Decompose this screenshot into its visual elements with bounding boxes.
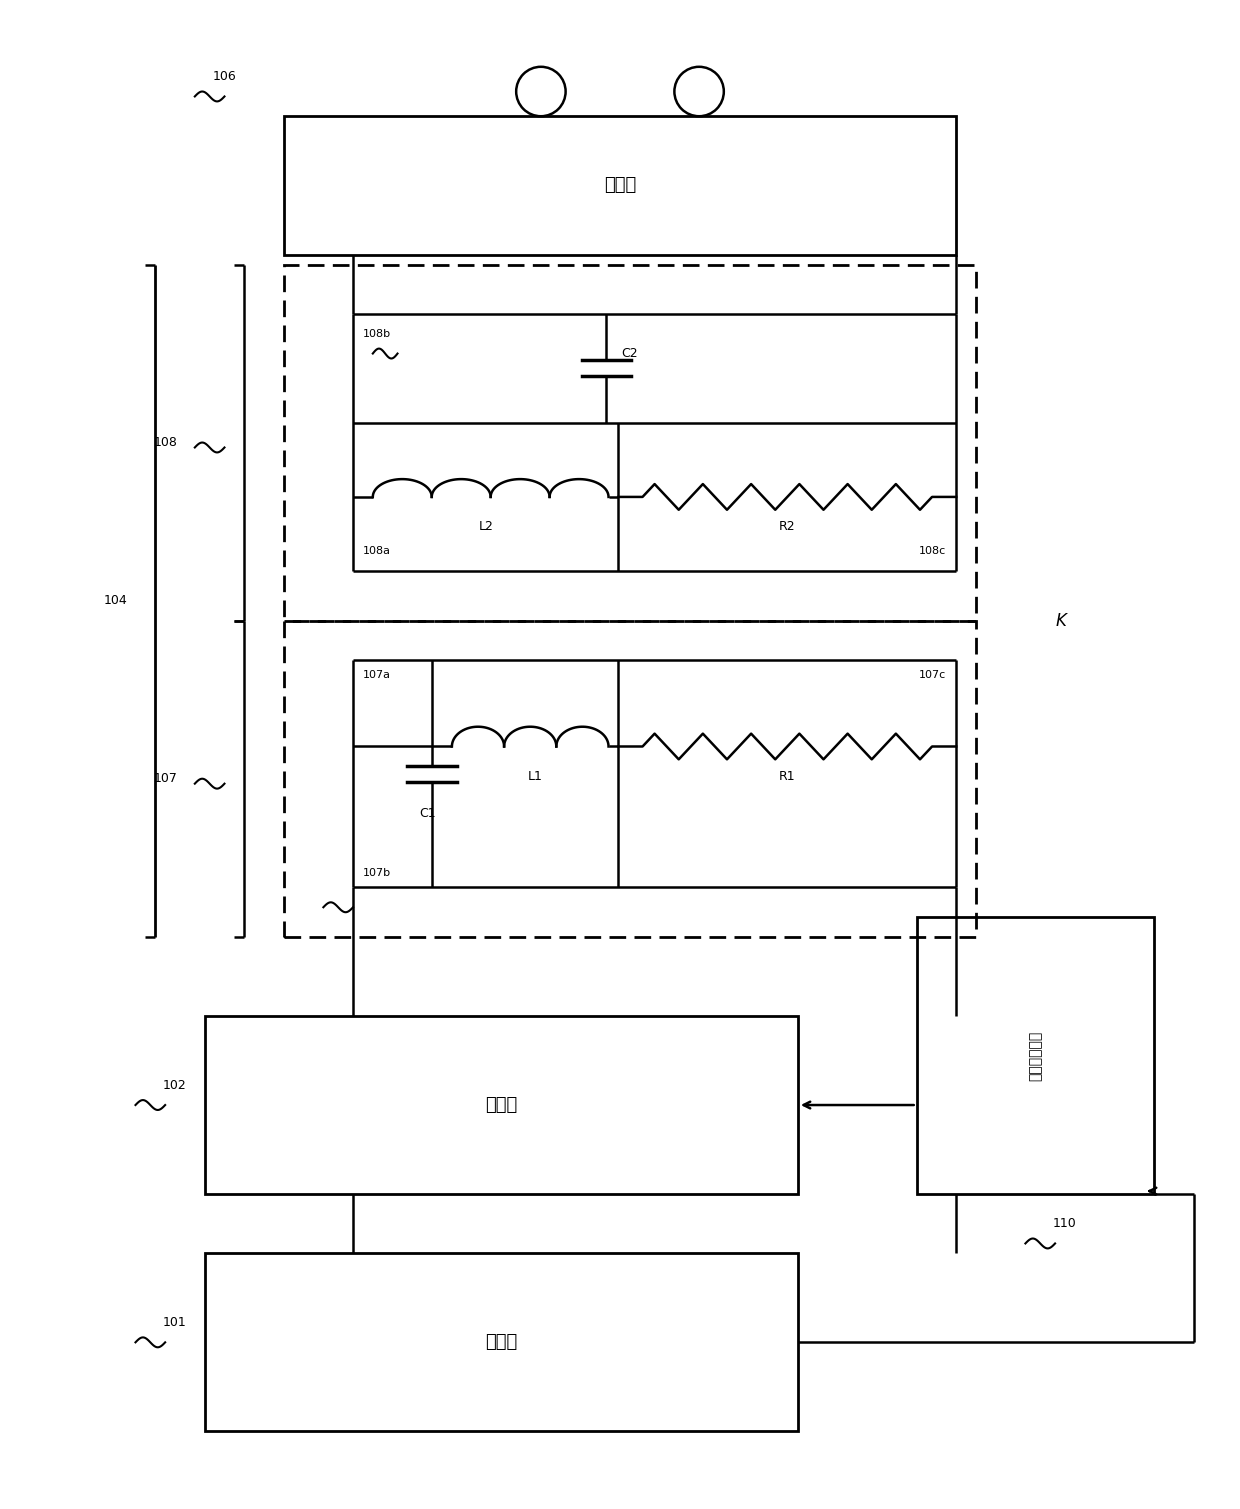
Text: 102: 102 (164, 1079, 187, 1091)
Text: 107b: 107b (363, 868, 391, 878)
Text: 107a: 107a (363, 670, 391, 681)
Text: 发电部: 发电部 (485, 1334, 517, 1352)
Text: 送电侧控制部: 送电侧控制部 (1028, 1031, 1043, 1080)
Text: R2: R2 (779, 521, 796, 533)
Text: 107c: 107c (919, 670, 946, 681)
Bar (205, 1254, 799, 1432)
Text: 108c: 108c (919, 546, 946, 557)
Text: 副振部: 副振部 (604, 177, 636, 195)
Text: 107: 107 (154, 773, 177, 785)
Text: C2: C2 (621, 347, 637, 361)
Text: 110: 110 (1053, 1218, 1076, 1230)
Text: C1: C1 (419, 807, 435, 819)
Text: R1: R1 (779, 770, 796, 783)
Bar (284, 116, 956, 255)
Text: L1: L1 (528, 770, 543, 783)
Bar (284, 264, 976, 620)
Text: 108b: 108b (363, 329, 391, 338)
Text: 振频部: 振频部 (485, 1096, 517, 1114)
Bar (284, 620, 976, 937)
Text: K: K (1055, 611, 1066, 629)
Text: 106: 106 (212, 71, 237, 83)
Text: 108a: 108a (363, 546, 391, 557)
Bar (916, 917, 1154, 1194)
Text: L2: L2 (479, 521, 494, 533)
Bar (205, 1016, 799, 1194)
Text: 104: 104 (104, 595, 128, 607)
Text: 101: 101 (164, 1316, 187, 1329)
Text: 108: 108 (154, 436, 177, 450)
